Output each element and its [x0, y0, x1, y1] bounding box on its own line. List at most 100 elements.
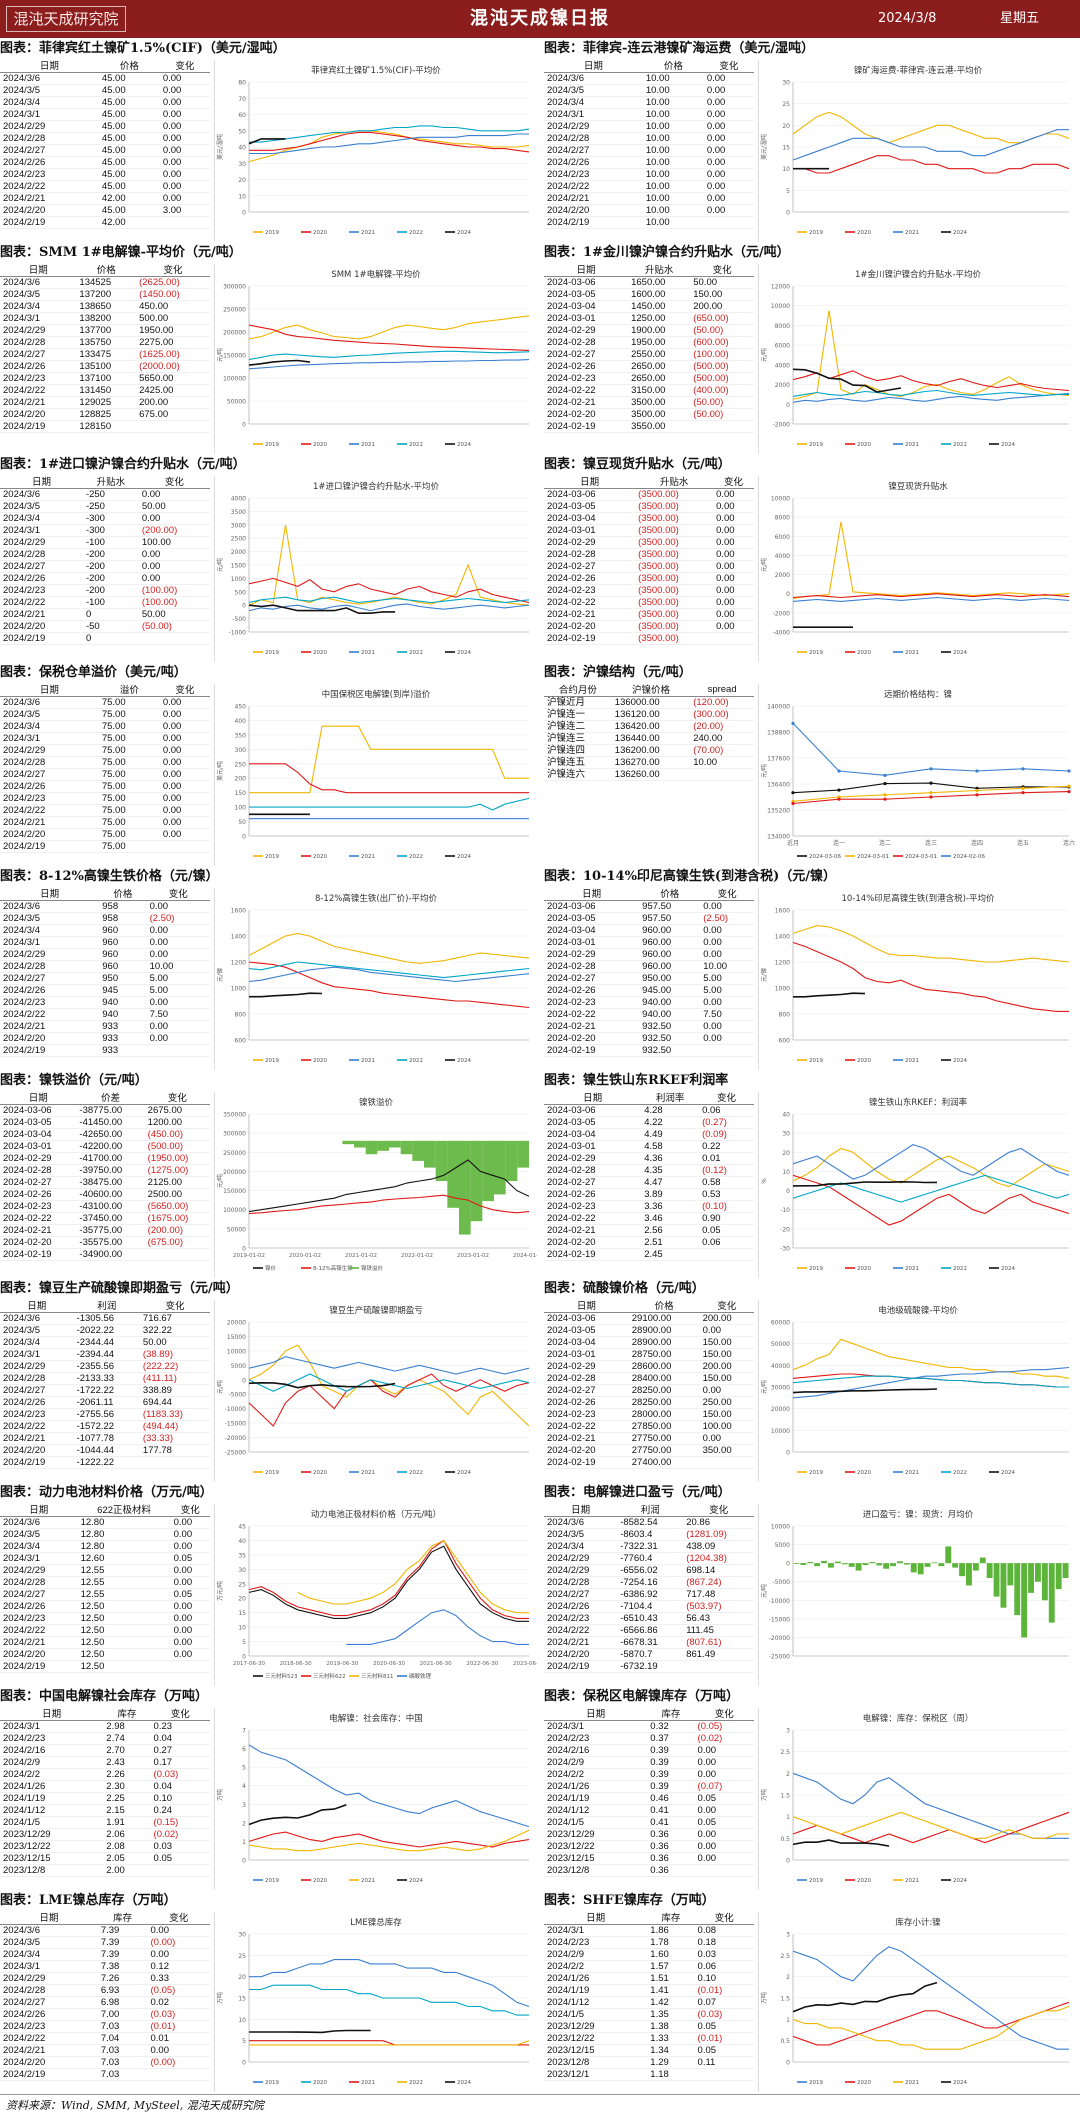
chart-title: 1#金川镍沪镍合约升贴水-平均价	[855, 269, 982, 280]
table-cell: 12.55	[77, 1576, 171, 1589]
table-cell: 2024-02-27	[544, 972, 640, 985]
table-row: 2024/2/29 960 0.00	[0, 948, 210, 961]
data-point	[975, 769, 979, 773]
series-line	[249, 133, 529, 155]
series-line	[792, 1174, 1070, 1226]
table-row: 2024-02-20 27750.00 350.00	[544, 1444, 754, 1457]
table-cell: 2024-03-06	[544, 488, 636, 501]
bar	[966, 1563, 972, 1586]
bar	[828, 1563, 834, 1568]
series-line	[793, 155, 1070, 174]
table-cell: 2024/2/23	[0, 792, 99, 805]
legend-label: 2024	[953, 2080, 967, 2086]
table-cell: 2024-02-26	[544, 984, 640, 997]
table-cell: 2024-02-28	[544, 548, 636, 561]
bar	[412, 1140, 424, 1161]
chart-title: SMM 1#电解镍-平均价	[331, 269, 421, 280]
table-cell	[703, 216, 754, 229]
table-cell: -7104.4	[617, 1600, 684, 1613]
y-tick-label: 3	[786, 1728, 790, 1735]
table-row: 2024-02-22 940.00 7.50	[544, 1008, 754, 1021]
table-cell: 2024-03-04	[544, 924, 640, 937]
table-cell: 2024/1/12	[544, 1996, 648, 2009]
table-cell: 2024-02-26	[0, 1188, 77, 1201]
table-row: 2024/3/4 10.00 0.00	[544, 96, 754, 109]
table-cell: 0.18	[694, 1936, 754, 1949]
table-header: 库存	[647, 1706, 695, 1721]
panel-title: 图表：镍生铁山东RKEF利润率	[544, 1073, 729, 1088]
table-cell: 2024/2/23	[0, 372, 77, 385]
table-cell: (300.00)	[690, 708, 754, 721]
series-line	[248, 359, 311, 366]
table-cell: 0.00	[159, 804, 210, 817]
table-cell: 136120.00	[611, 708, 691, 721]
table-header: 库存	[103, 1706, 151, 1721]
brand-logo: 混沌天成研究院	[6, 6, 126, 32]
table-cell: 250.00	[699, 1396, 754, 1409]
table-cell: 4.58	[641, 1140, 700, 1153]
bar	[945, 1546, 952, 1564]
table-cell: 28250.00	[628, 1396, 700, 1409]
bar	[1041, 1563, 1048, 1601]
table-row: 2024/3/4 45.00 0.00	[0, 96, 210, 109]
table-cell: 2.25	[103, 1792, 151, 1805]
chart-panel: 图表：镍豆生产硫酸镍即期盈亏（元/吨） 日期 利润 变化 2024/3/6 -1305.5…	[0, 1280, 540, 1484]
series-line	[249, 2040, 530, 2046]
table-cell: (0.05)	[694, 1720, 754, 1733]
x-tick-label: 近月	[787, 839, 799, 847]
table-row: 2024/2/19 -6732.19	[544, 1660, 754, 1673]
table-cell: 10.00	[642, 180, 704, 193]
table-header: 日期	[544, 1706, 648, 1721]
table-row: 2024/2/27 -1722.22 338.89	[0, 1384, 210, 1397]
table-cell: 27850.00	[628, 1420, 700, 1433]
panel-title: 图表：10-14%印尼高镍生铁(到港含税)（元/镍）	[544, 869, 836, 884]
y-tick-label: 600	[779, 1038, 791, 1045]
table-row: 2024-03-01 28750.00 150.00	[544, 1348, 754, 1361]
table-cell: 2024/2/21	[0, 1020, 100, 1033]
y-axis-label: 元/吨	[216, 348, 224, 362]
table-cell: 2024/2/21	[0, 2044, 98, 2057]
table-cell: 0.00	[159, 72, 210, 85]
table-cell: 2024/2/26	[0, 156, 99, 169]
table-row: 2024-02-20 932.50 0.00	[544, 1032, 754, 1045]
table-cell	[170, 1660, 210, 1673]
chart-area: 中国保税区电解镍(到岸)溢价 0 50 100 150 200 250 300 350 400 45…	[214, 684, 536, 866]
table-cell: 0.00	[159, 768, 210, 781]
table-cell: 2024/2/27	[0, 768, 99, 781]
table-cell	[138, 632, 210, 645]
table-row: 2024/2/23 -2755.56 (1183.33)	[0, 1408, 210, 1421]
table-cell: 675.00	[136, 408, 210, 421]
table-cell: 2024-02-23	[0, 1200, 77, 1213]
table-cell: 2024/3/5	[0, 1324, 74, 1337]
table-row: 2024/3/5 7.39 (0.00)	[0, 1936, 210, 1949]
table-cell: 0.36	[647, 1840, 695, 1853]
table-row: 2024/3/5 10.00 0.00	[544, 84, 754, 97]
table-cell: -6556.02	[617, 1564, 684, 1577]
legend-label: 2021	[361, 1470, 375, 1476]
table-cell: 2024/2/29	[0, 1564, 78, 1577]
table-cell: 2024/1/5	[0, 1816, 104, 1829]
table-cell: 0.53	[699, 1188, 754, 1201]
table-cell: 0.33	[147, 1972, 210, 1985]
table-row: 2023/12/15 2.05 0.05	[0, 1852, 210, 1865]
y-tick-label: 137600	[767, 756, 790, 763]
table-header: 日期	[544, 886, 640, 901]
panel-title: 图表：硫酸镍价格（元/吨）	[544, 1281, 705, 1296]
data-table: 日期 利润率 变化 2024-03-06 4.28 0.06 2024-03-05 4.22(…	[544, 1090, 754, 1261]
table-cell: 950	[99, 972, 147, 985]
table-cell: 950.00	[639, 972, 701, 985]
data-table: 日期 价格 变化 2024/3/6 45.00 0.00 2024/3/5 45.00 0.00…	[0, 58, 210, 229]
data-point	[1021, 791, 1025, 795]
table-cell: 0.00	[146, 936, 210, 949]
data-point	[791, 791, 795, 795]
y-tick-label: 300	[235, 747, 247, 754]
data-point	[1067, 789, 1071, 794]
table-row: 2024-02-26 945.00 5.00	[544, 984, 754, 997]
table-cell: (3500.00)	[635, 536, 714, 549]
table-cell: 2024-02-22	[544, 596, 636, 609]
chart-svg: 镍豆生产硫酸镍即期盈亏-25000-20000-15000-10000-5000…	[216, 1305, 530, 1476]
bar	[814, 1563, 821, 1567]
y-tick-label: 0	[786, 1188, 790, 1195]
table-cell: -1722.22	[73, 1384, 140, 1397]
